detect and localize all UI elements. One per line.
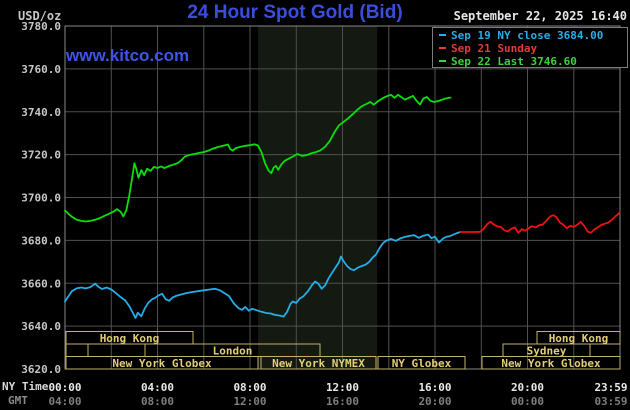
series-line-sep19 [64,231,462,319]
session-box [65,343,89,357]
legend-dash-icon [439,59,446,62]
legend-item: Sep 21 Sunday [439,42,627,55]
y-axis-tick-label: 3640.0 [21,320,61,333]
y-axis-tick-label: 3760.0 [21,63,61,76]
session-label: New York NYMEX [272,357,365,370]
x-axis-tick-label-ny: 04:00 [141,381,174,394]
y-axis-tick-label: 3620.0 [21,363,61,376]
x-axis-tick-label-gmt: 03:59 [594,395,627,408]
chart-datetime: September 22, 2025 16:40 [453,9,627,23]
x-axis-tick-label-gmt: 20:00 [418,395,451,408]
series-line-sep22 [64,93,452,223]
ny-time-axis-label: NY Time [2,380,49,393]
legend-dash-icon [439,33,446,36]
page-title: 24 Hour Spot Gold (Bid) [187,2,403,23]
x-axis-tick-label-gmt: 08:00 [141,395,174,408]
session-label: London [213,345,253,358]
kitco-watermark-link[interactable]: www.kitco.com [66,46,190,65]
session-box [481,356,621,370]
legend-item-label: Sep 22 Last 3746.60 [451,55,577,68]
x-axis-tick-label-gmt: 12:00 [233,395,266,408]
session-box [260,356,377,370]
y-axis-tick-label: 3780.0 [21,20,61,33]
session-box [377,356,466,370]
y-axis-tick-label: 3680.0 [21,234,61,247]
session-box [87,343,146,357]
x-axis-tick-label-gmt: 00:00 [511,395,544,408]
legend-item-label: Sep 21 Sunday [451,42,538,55]
session-label: Hong Kong [549,332,609,345]
y-axis-tick-label: 3740.0 [21,106,61,119]
x-axis-tick-label-ny: 12:00 [326,381,359,394]
session-label: Hong Kong [100,332,160,345]
legend-item: Sep 22 Last 3746.60 [439,55,627,68]
legend-dash-icon [439,46,446,49]
y-axis-units-label: USD/oz [18,9,62,23]
legend-item-label: Sep 19 NY close 3684.00 [451,29,604,42]
session-label: New York Globex [501,357,601,370]
session-label: Sydney [527,345,567,358]
series-line-sep21 [459,211,621,234]
session-box [65,356,259,370]
legend-box: Sep 19 NY close 3684.00 Sep 21 Sunday Sep … [432,27,628,68]
x-axis-tick-label-gmt: 16:00 [326,395,359,408]
legend-item: Sep 19 NY close 3684.00 [439,29,627,42]
x-axis-tick-label-ny: 20:00 [511,381,544,394]
session-label: New York Globex [112,357,212,370]
y-axis-tick-label: 3720.0 [21,149,61,162]
y-axis-tick-label: 3700.0 [21,192,61,205]
x-axis-tick-label-ny: 16:00 [418,381,451,394]
session-label: NY Globex [392,357,452,370]
x-axis-tick-label-ny: 23:59 [594,381,627,394]
x-axis-tick-label-ny: 08:00 [233,381,266,394]
x-axis-tick-label-ny: 00:00 [48,381,81,394]
x-axis-tick-label-gmt: 04:00 [48,395,81,408]
gmt-axis-label: GMT [8,394,28,407]
y-axis-tick-label: 3660.0 [21,277,61,290]
